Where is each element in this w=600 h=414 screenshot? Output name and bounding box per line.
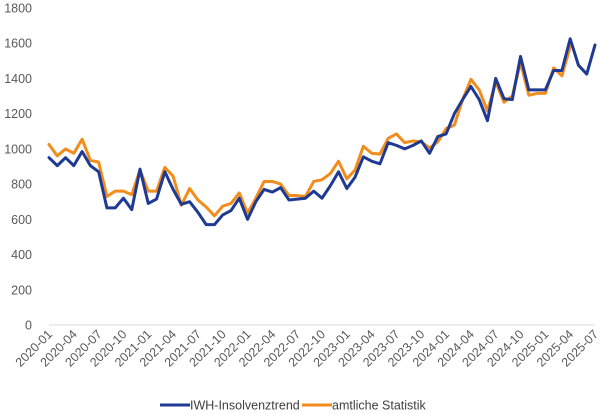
y-tick-label: 1000: [4, 142, 32, 156]
legend-label-1: IWH-Insolvenztrend: [190, 399, 300, 413]
y-tick-label: 1600: [4, 37, 32, 51]
y-tick-label: 800: [11, 178, 32, 192]
y-axis-ticks: 0 200 400 600 800 1000 1200 1400 1600 1800: [4, 2, 32, 333]
y-tick-label: 1800: [4, 2, 32, 16]
y-tick-label: 200: [11, 283, 32, 297]
y-tick-label: 0: [25, 319, 32, 333]
y-tick-label: 1400: [4, 72, 32, 86]
y-tick-label: 400: [11, 248, 32, 262]
series-line-1: [47, 37, 597, 227]
x-axis-ticks: 2020-012020-042020-072020-102021-012021-…: [13, 327, 600, 369]
legend: IWH-Insolvenztrend amtliche Statistik: [160, 399, 427, 413]
legend-label-2: amtliche Statistik: [332, 399, 427, 413]
y-tick-label: 1200: [4, 107, 32, 121]
series-line-2: [47, 45, 572, 218]
series-lines: [47, 37, 597, 227]
y-tick-label: 600: [11, 213, 32, 227]
